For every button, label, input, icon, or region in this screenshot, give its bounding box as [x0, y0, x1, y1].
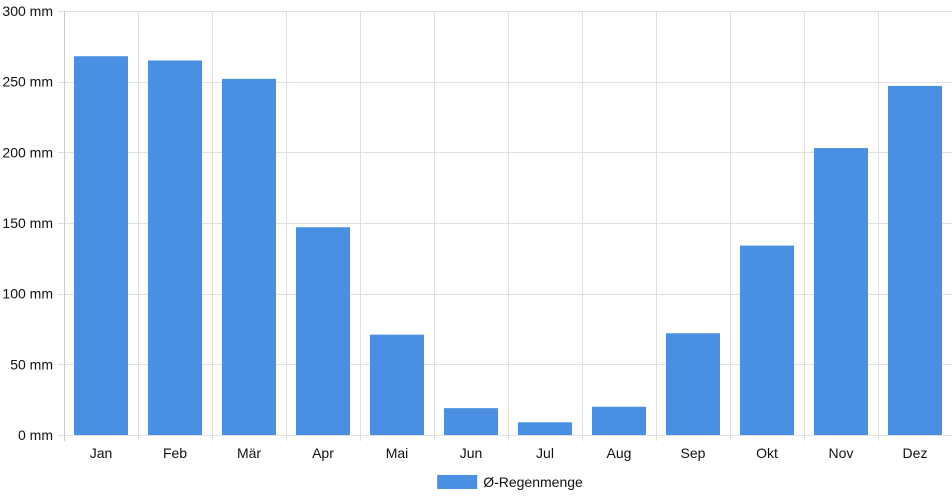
x-tick-label: Mär [237, 445, 261, 461]
legend[interactable]: Ø-Regenmenge [437, 474, 583, 490]
legend-label: Ø-Regenmenge [483, 474, 583, 490]
x-tick-label: Apr [312, 445, 334, 461]
bar-jan[interactable] [74, 56, 128, 436]
bar-jul[interactable] [518, 422, 572, 435]
x-tick-label: Jun [460, 445, 483, 461]
bar-feb[interactable] [148, 60, 202, 435]
bar-okt[interactable] [740, 245, 794, 435]
y-tick-label: 50 mm [10, 356, 53, 372]
bar-aug[interactable] [592, 406, 646, 435]
x-tick-label: Dez [903, 445, 928, 461]
y-tick-label: 200 mm [2, 144, 53, 160]
bar-mai[interactable] [370, 334, 424, 435]
bar-mär[interactable] [222, 78, 276, 435]
y-tick-label: 250 mm [2, 74, 53, 90]
y-tick-label: 300 mm [2, 3, 53, 19]
legend-swatch [437, 475, 478, 489]
x-tick-label: Feb [163, 445, 187, 461]
bar-jun[interactable] [444, 408, 498, 435]
x-tick-label: Mai [386, 445, 409, 461]
y-tick-label: 150 mm [2, 215, 53, 231]
bar-sep[interactable] [666, 333, 720, 435]
bar-apr[interactable] [296, 227, 350, 435]
y-tick-label: 0 mm [18, 427, 53, 443]
x-tick-label: Nov [829, 445, 854, 461]
bar-dez[interactable] [888, 85, 942, 435]
x-tick-label: Jul [536, 445, 554, 461]
grid-lines [58, 11, 952, 441]
x-tick-label: Jan [90, 445, 113, 461]
x-tick-label: Aug [607, 445, 632, 461]
x-tick-label: Sep [681, 445, 706, 461]
x-tick-label: Okt [756, 445, 778, 461]
axes: 0 mm 50 mm 100 mm 150 mm 200 mm 250 mm 300 mm J… [2, 3, 927, 461]
y-tick-label: 100 mm [2, 286, 53, 302]
bar-nov[interactable] [814, 148, 868, 436]
bars [74, 56, 942, 436]
